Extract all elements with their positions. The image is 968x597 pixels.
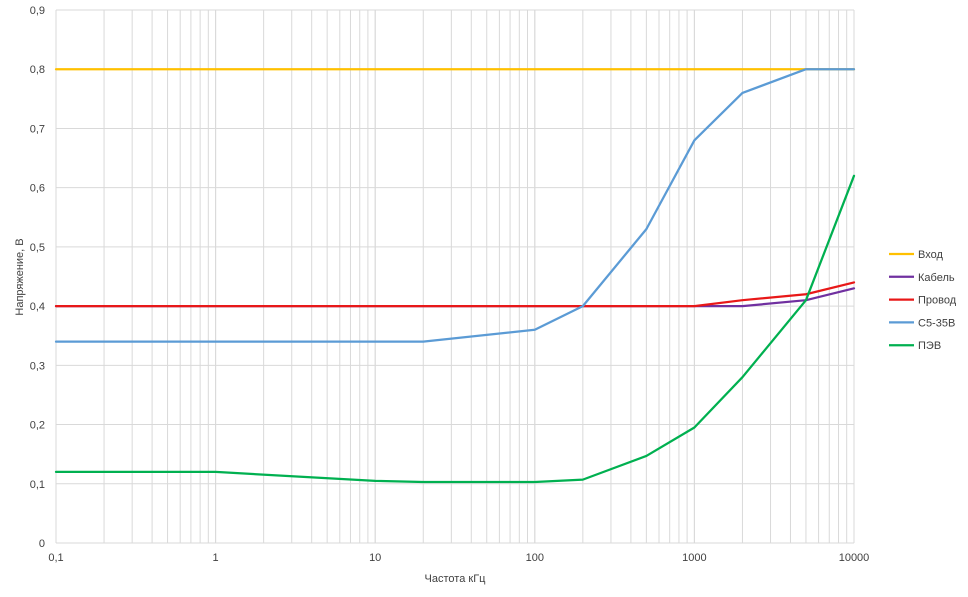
- x-tick-label: 10: [369, 552, 381, 564]
- x-tick-label: 100: [526, 552, 544, 564]
- y-tick-label: 0,9: [30, 5, 45, 17]
- legend: Вход Кабель Провод С5-35В ПЭВ: [889, 249, 957, 352]
- y-tick-label: 0: [39, 538, 45, 550]
- legend-label: ПЭВ: [918, 340, 941, 352]
- series-line: [54, 174, 856, 484]
- x-tick-label: 1: [213, 552, 219, 564]
- legend-label: С5-35В: [918, 317, 955, 329]
- horizontal-gridlines: [56, 9, 854, 544]
- x-axis-tick-labels: 0,1 1 10 100 1000 10000: [48, 552, 869, 564]
- x-axis-title: Частота кГц: [425, 573, 487, 585]
- x-tick-label: 0,1: [48, 552, 63, 564]
- y-tick-label: 0,5: [30, 242, 45, 254]
- vertical-gridlines: [55, 10, 855, 543]
- y-tick-label: 0,2: [30, 420, 45, 432]
- y-tick-label: 0,3: [30, 360, 45, 372]
- y-tick-label: 0,1: [30, 479, 45, 491]
- y-tick-label: 0,4: [30, 301, 45, 313]
- y-axis-title: Напряжение, В: [14, 238, 26, 315]
- y-tick-label: 0,8: [30, 64, 45, 76]
- y-tick-label: 0,6: [30, 183, 45, 195]
- y-axis-tick-labels: 0 0,1 0,2 0,3 0,4 0,5 0,6 0,7 0,8 0,9: [30, 5, 45, 550]
- series-line: [54, 287, 856, 308]
- series-line: [54, 68, 856, 343]
- series-line: [54, 281, 856, 308]
- legend-label: Вход: [918, 249, 943, 261]
- x-tick-label: 10000: [839, 552, 870, 564]
- legend-label: Провод: [918, 295, 957, 307]
- x-tick-label: 1000: [682, 552, 706, 564]
- y-tick-label: 0,7: [30, 123, 45, 135]
- series-lines: [54, 68, 856, 484]
- legend-label: Кабель: [918, 272, 955, 284]
